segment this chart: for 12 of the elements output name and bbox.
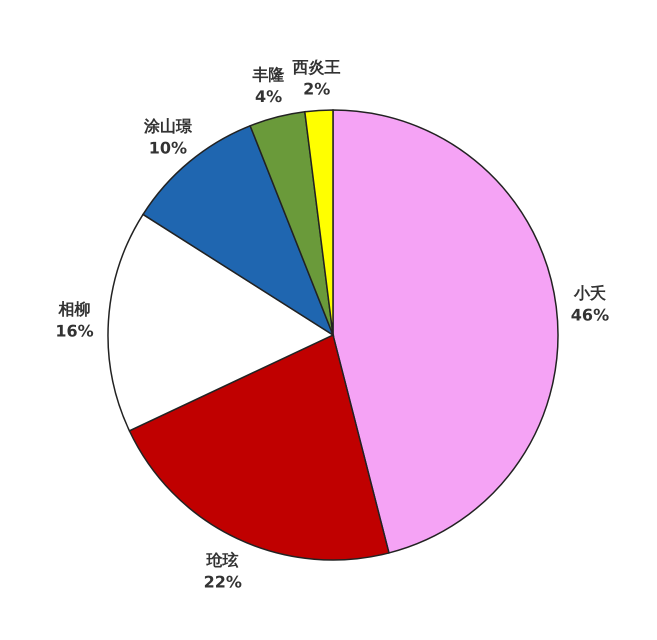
slice-label: 相柳: [58, 300, 91, 319]
slice-label: 小夭: [572, 284, 607, 303]
slice-label: 涂山璟: [142, 116, 193, 136]
data-label: 22%: [204, 572, 242, 592]
data-label: 10%: [148, 138, 188, 158]
data-label: 4%: [255, 87, 282, 106]
slice-label: 玱玹: [206, 550, 239, 570]
slice-label: 西炎王: [292, 58, 341, 77]
data-label: 46%: [570, 306, 610, 325]
data-label: 16%: [55, 322, 94, 341]
data-label: 2%: [303, 80, 330, 99]
slice-label: 丰隆: [252, 65, 285, 84]
